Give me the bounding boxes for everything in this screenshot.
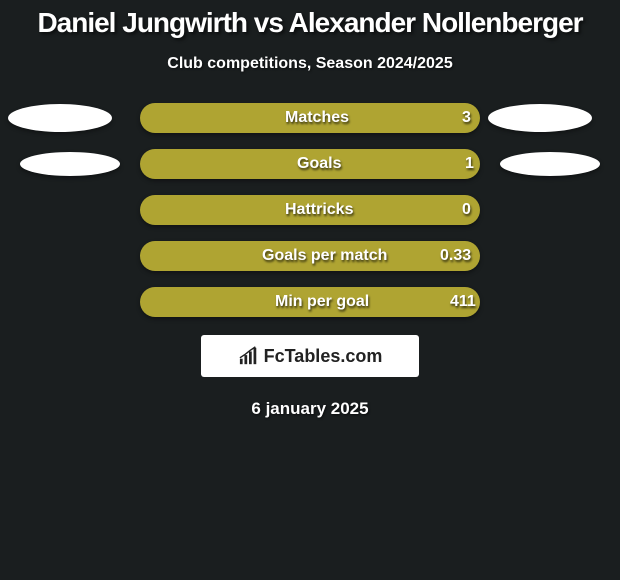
right-ellipse [500,152,600,176]
right-ellipse [488,104,592,132]
logo-box: FcTables.com [201,335,419,377]
stat-value: 0 [462,201,471,219]
stat-row: Matches 3 [0,103,620,133]
stat-row: Goals 1 [0,149,620,179]
stat-value: 0.33 [440,247,471,265]
subtitle: Club competitions, Season 2024/2025 [0,55,620,73]
stat-label: Min per goal [275,293,369,311]
logo-text: FcTables.com [238,346,383,367]
stat-label: Goals [297,155,341,173]
bar-chart-icon [238,346,260,366]
stat-label: Goals per match [262,247,387,265]
stat-value: 1 [465,155,474,173]
page-title: Daniel Jungwirth vs Alexander Nollenberg… [0,0,620,37]
logo-label: FcTables.com [264,346,383,367]
stat-row: Hattricks 0 [0,195,620,225]
left-ellipse [8,104,112,132]
stat-bars-area: Matches 3 Goals 1 Hattricks 0 Goals per match 0… [0,103,620,317]
date-line: 6 january 2025 [0,399,620,419]
stat-label: Hattricks [285,201,353,219]
left-ellipse [20,152,120,176]
stat-label: Matches [285,109,349,127]
stat-row: Goals per match 0.33 [0,241,620,271]
stat-row: Min per goal 411 [0,287,620,317]
stat-value: 411 [450,293,476,311]
comparison-infographic: Daniel Jungwirth vs Alexander Nollenberg… [0,0,620,580]
stat-value: 3 [462,109,471,127]
